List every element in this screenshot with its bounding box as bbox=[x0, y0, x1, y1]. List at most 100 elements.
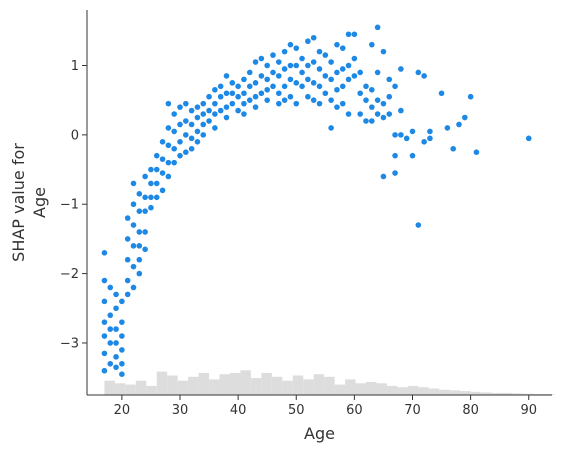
data-point bbox=[107, 312, 114, 319]
data-point bbox=[328, 97, 334, 103]
data-point bbox=[124, 215, 131, 221]
data-point bbox=[270, 83, 276, 90]
data-point bbox=[113, 291, 119, 298]
data-point bbox=[153, 152, 160, 159]
data-point bbox=[241, 111, 247, 117]
x-tick-label: 20 bbox=[114, 403, 131, 418]
data-point bbox=[363, 118, 369, 124]
histogram-bar bbox=[313, 374, 325, 395]
data-point bbox=[107, 340, 114, 346]
data-point bbox=[398, 132, 404, 138]
histogram-bar bbox=[481, 392, 492, 395]
data-point bbox=[351, 55, 358, 62]
data-point bbox=[339, 100, 346, 107]
data-point bbox=[374, 111, 381, 117]
histogram-bar bbox=[167, 375, 178, 395]
data-point bbox=[258, 90, 265, 97]
histogram-bar bbox=[271, 376, 283, 395]
data-point bbox=[177, 121, 183, 128]
data-point bbox=[456, 121, 462, 128]
data-point bbox=[427, 135, 433, 142]
y-axis-label-line-2: Age bbox=[30, 187, 49, 218]
data-point bbox=[217, 107, 224, 114]
x-tick-label: 60 bbox=[346, 403, 363, 418]
data-point bbox=[310, 34, 317, 41]
data-point bbox=[264, 97, 270, 103]
histogram-bar bbox=[229, 372, 241, 395]
data-point bbox=[212, 125, 218, 131]
data-point bbox=[339, 66, 346, 72]
data-point bbox=[293, 45, 300, 51]
data-point bbox=[217, 83, 224, 90]
data-point bbox=[188, 135, 195, 142]
data-point bbox=[165, 100, 172, 107]
data-point bbox=[276, 73, 282, 79]
data-point bbox=[119, 347, 125, 353]
data-point bbox=[165, 173, 172, 180]
data-point bbox=[351, 73, 358, 79]
data-point bbox=[200, 100, 207, 107]
data-point bbox=[276, 59, 282, 65]
data-point bbox=[200, 121, 207, 128]
data-point bbox=[142, 229, 148, 235]
data-point bbox=[339, 45, 346, 51]
data-point bbox=[159, 170, 166, 176]
data-point bbox=[270, 52, 276, 58]
histogram-bar bbox=[460, 391, 471, 395]
histogram-bar bbox=[209, 379, 220, 395]
data-point bbox=[177, 152, 183, 159]
data-point bbox=[119, 333, 125, 339]
data-point bbox=[345, 111, 352, 117]
data-point bbox=[345, 62, 352, 69]
data-point bbox=[252, 80, 259, 86]
data-point bbox=[392, 152, 398, 159]
data-point bbox=[148, 180, 154, 187]
data-point bbox=[223, 73, 230, 79]
scatter-points bbox=[101, 24, 532, 377]
data-point bbox=[148, 194, 154, 201]
data-point bbox=[142, 173, 148, 180]
histogram-bar bbox=[428, 388, 440, 395]
data-point bbox=[299, 83, 305, 90]
histogram-bar bbox=[156, 371, 168, 395]
data-point bbox=[101, 350, 108, 357]
data-point bbox=[165, 125, 172, 131]
data-point bbox=[409, 152, 416, 159]
data-point bbox=[392, 170, 398, 176]
data-point bbox=[427, 128, 433, 135]
data-point bbox=[392, 132, 398, 138]
data-point bbox=[281, 97, 288, 103]
data-point bbox=[130, 284, 137, 291]
histogram-bar bbox=[292, 375, 304, 395]
data-point bbox=[281, 83, 288, 90]
data-point bbox=[421, 139, 427, 145]
histogram-bar bbox=[502, 392, 513, 395]
histogram-bar bbox=[198, 372, 210, 395]
x-tick-label: 90 bbox=[520, 403, 537, 418]
data-point bbox=[293, 80, 300, 86]
data-point bbox=[310, 97, 317, 103]
data-point bbox=[415, 222, 422, 228]
histogram-bar bbox=[250, 378, 262, 395]
data-point bbox=[101, 367, 108, 374]
data-point bbox=[171, 159, 177, 166]
data-point bbox=[386, 111, 393, 117]
x-tick-label: 70 bbox=[404, 403, 421, 418]
histogram-bar bbox=[282, 380, 293, 395]
x-axis-label: Age bbox=[304, 424, 335, 443]
data-point bbox=[363, 83, 369, 90]
x-tick-label: 40 bbox=[230, 403, 247, 418]
data-point bbox=[229, 90, 236, 97]
x-tick-label: 50 bbox=[288, 403, 305, 418]
data-point bbox=[101, 333, 108, 339]
data-point bbox=[177, 104, 183, 110]
data-point bbox=[101, 298, 108, 305]
histogram bbox=[104, 370, 555, 395]
x-tick-label: 30 bbox=[172, 403, 189, 418]
data-point bbox=[473, 149, 480, 156]
data-point bbox=[119, 298, 125, 305]
data-point bbox=[305, 62, 311, 69]
data-point bbox=[276, 100, 282, 107]
data-point bbox=[241, 76, 247, 83]
data-point bbox=[165, 159, 172, 166]
